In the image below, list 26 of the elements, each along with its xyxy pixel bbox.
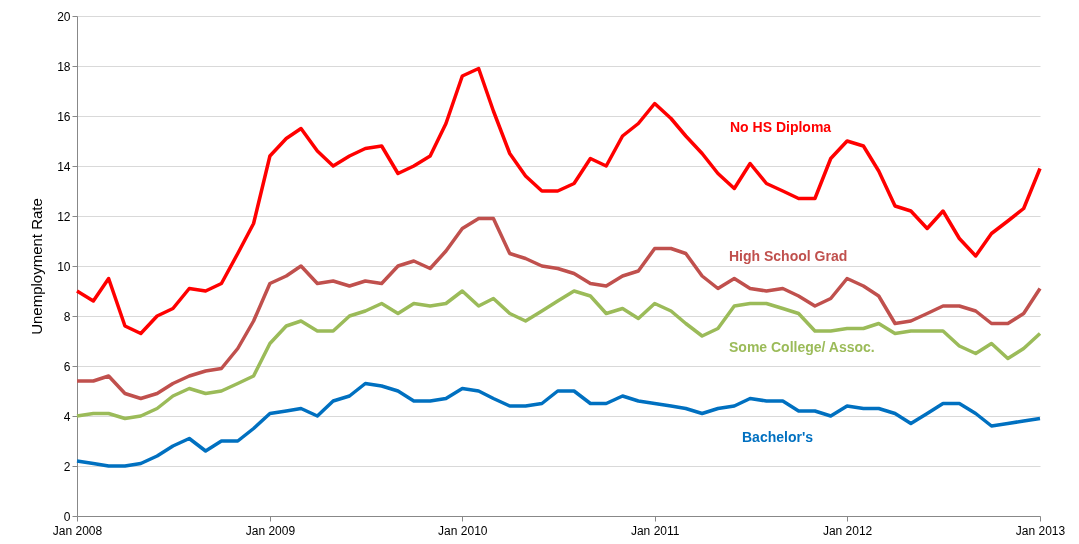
x-tick-label: Jan 2009	[245, 523, 296, 538]
series-label: No HS Diploma	[730, 119, 832, 135]
y-tick-label: 20	[57, 9, 71, 24]
x-tick-label: Jan 2013	[1015, 523, 1066, 538]
line-series	[75, 66, 1042, 336]
y-tick-label: 2	[63, 459, 71, 474]
line-series	[75, 289, 1042, 421]
series-label: High School Grad	[729, 248, 848, 264]
y-tick-label: 0	[63, 509, 71, 524]
series-label: Some College/ Assoc.	[729, 339, 875, 355]
x-tick-label: Jan 2008	[52, 523, 103, 538]
series-label: Bachelor's	[742, 429, 814, 445]
x-tick-label: Jan 2012	[822, 523, 873, 538]
line-series	[75, 381, 1042, 468]
y-axis-title: Unemployment Rate	[28, 198, 46, 335]
y-tick-label: 4	[63, 409, 71, 424]
y-tick-label: 8	[63, 309, 71, 324]
y-tick-label: 6	[63, 359, 71, 374]
y-tick-label: 10	[57, 259, 71, 274]
y-tick-label: 12	[57, 209, 71, 224]
line-series	[75, 216, 1042, 401]
y-tick-label: 18	[57, 59, 71, 74]
y-tick-label: 16	[57, 109, 71, 124]
y-tick-label: 14	[57, 159, 71, 174]
x-tick-label: Jan 2011	[630, 523, 680, 538]
x-tick-label: Jan 2010	[438, 523, 488, 538]
